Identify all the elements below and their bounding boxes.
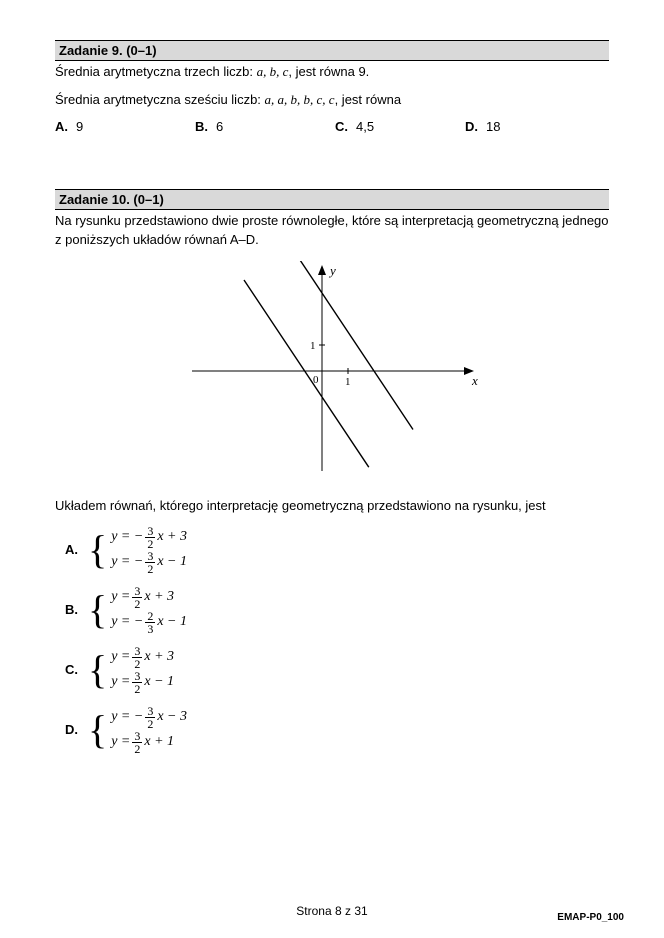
answer-label-c: C. (335, 119, 348, 134)
task9-answer-a: A. 9 (55, 119, 83, 134)
fraction: 32 (145, 705, 155, 730)
eq-post: x + 1 (144, 733, 174, 751)
brace-icon: { (88, 710, 107, 750)
option-c-label: C. (65, 662, 78, 677)
option-d-eqs: y = − 32 x − 3 y = 32 x + 1 (111, 705, 187, 755)
option-c-eq1: y = 32 x + 3 (111, 645, 174, 670)
frac-num: 3 (145, 525, 155, 538)
chart-svg: 011xy (182, 261, 482, 481)
answer-value-b: 6 (216, 119, 223, 134)
task9-answer-c: C. 4,5 (335, 119, 374, 134)
task10-option-b: B. { y = 32 x + 3 y = − 23 x − 1 (65, 585, 609, 635)
task9-header: Zadanie 9. (0–1) (55, 40, 609, 61)
option-c-eqs: y = 32 x + 3 y = 32 x − 1 (111, 645, 174, 695)
doc-code: EMAP-P0_100 (557, 912, 624, 923)
task9-line1-pre: Średnia arytmetyczna trzech liczb: (55, 64, 257, 79)
option-b-eqs: y = 32 x + 3 y = − 23 x − 1 (111, 585, 187, 635)
fraction: 32 (145, 525, 155, 550)
eq-pre: y = − (111, 613, 143, 631)
answer-value-c: 4,5 (356, 119, 374, 134)
task9-line2: Średnia arytmetyczna sześciu liczb: a, a… (55, 91, 609, 109)
option-d-eq1: y = − 32 x − 3 (111, 705, 187, 730)
eq-pre: y = (111, 733, 130, 751)
frac-num: 3 (145, 550, 155, 563)
eq-post: x − 1 (157, 553, 187, 571)
frac-num: 3 (132, 645, 142, 658)
task10-question: Układem równań, którego interpretację ge… (55, 497, 609, 515)
eq-post: x − 1 (144, 673, 174, 691)
eq-pre: y = − (111, 708, 143, 726)
fraction: 32 (132, 730, 142, 755)
frac-den: 2 (132, 743, 142, 755)
frac-den: 2 (145, 563, 155, 575)
eq-post: x + 3 (144, 648, 174, 666)
svg-text:y: y (328, 263, 336, 278)
brace-icon: { (88, 650, 107, 690)
task9-line1-vars: a, b, c (257, 64, 289, 79)
frac-den: 2 (132, 683, 142, 695)
option-b-label: B. (65, 602, 78, 617)
eq-pre: y = (111, 648, 130, 666)
svg-text:1: 1 (310, 340, 316, 352)
chart-container: 011xy (55, 261, 609, 481)
answer-label-b: B. (195, 119, 208, 134)
frac-num: 3 (132, 730, 142, 743)
eq-post: x − 1 (157, 613, 187, 631)
option-c-eq2: y = 32 x − 1 (111, 670, 174, 695)
frac-num: 3 (145, 705, 155, 718)
svg-text:x: x (471, 373, 478, 388)
option-a-label: A. (65, 542, 78, 557)
eq-pre: y = (111, 673, 130, 691)
eq-pre: y = (111, 588, 130, 606)
task10-option-a: A. { y = − 32 x + 3 y = − 32 x − 1 (65, 525, 609, 575)
eq-pre: y = − (111, 528, 143, 546)
frac-num: 3 (132, 670, 142, 683)
task9-answer-b: B. 6 (195, 119, 223, 134)
option-a-eq2: y = − 32 x − 1 (111, 550, 187, 575)
option-a-eq1: y = − 32 x + 3 (111, 525, 187, 550)
brace-icon: { (88, 530, 107, 570)
task10-option-d: D. { y = − 32 x − 3 y = 32 x + 1 (65, 705, 609, 755)
answer-value-d: 18 (486, 119, 500, 134)
task9-line2-pre: Średnia arytmetyczna sześciu liczb: (55, 92, 265, 107)
task9-line1-post: , jest równa 9. (288, 64, 369, 79)
frac-num: 3 (132, 585, 142, 598)
frac-num: 2 (145, 610, 155, 623)
task9-answers: A. 9 B. 6 C. 4,5 D. 18 (55, 119, 609, 139)
option-d-eq2: y = 32 x + 1 (111, 730, 187, 755)
option-d-label: D. (65, 722, 78, 737)
option-a-eqs: y = − 32 x + 3 y = − 32 x − 1 (111, 525, 187, 575)
answer-label-d: D. (465, 119, 478, 134)
eq-post: x − 3 (157, 708, 187, 726)
task10-intro: Na rysunku przedstawiono dwie proste rów… (55, 212, 609, 248)
task10-option-c: C. { y = 32 x + 3 y = 32 x − 1 (65, 645, 609, 695)
frac-den: 3 (145, 623, 155, 635)
fraction: 23 (145, 610, 155, 635)
frac-den: 2 (132, 598, 142, 610)
answer-value-a: 9 (76, 119, 83, 134)
fraction: 32 (145, 550, 155, 575)
eq-pre: y = − (111, 553, 143, 571)
task10-header: Zadanie 10. (0–1) (55, 189, 609, 210)
task9-line2-post: , jest równa (335, 92, 401, 107)
fraction: 32 (132, 585, 142, 610)
eq-post: x + 3 (144, 588, 174, 606)
fraction: 32 (132, 670, 142, 695)
fraction: 32 (132, 645, 142, 670)
option-b-eq2: y = − 23 x − 1 (111, 610, 187, 635)
task9-answer-d: D. 18 (465, 119, 500, 134)
eq-post: x + 3 (157, 528, 187, 546)
svg-text:1: 1 (345, 376, 351, 388)
brace-icon: { (88, 590, 107, 630)
task9-line2-vars: a, a, b, b, c, c (265, 92, 335, 107)
task9-line1: Średnia arytmetyczna trzech liczb: a, b,… (55, 63, 609, 81)
option-b-eq1: y = 32 x + 3 (111, 585, 187, 610)
answer-label-a: A. (55, 119, 68, 134)
frac-den: 2 (145, 718, 155, 730)
